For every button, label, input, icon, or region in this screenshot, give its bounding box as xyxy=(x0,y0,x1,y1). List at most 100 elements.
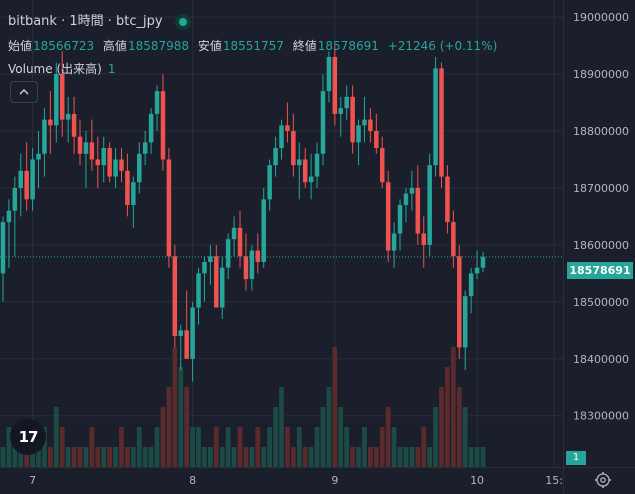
volume-bar xyxy=(172,347,178,467)
candle-body xyxy=(6,210,12,223)
volume-bar xyxy=(36,447,41,467)
volume-bar xyxy=(456,387,462,467)
volume-bar xyxy=(184,387,190,467)
volume-bar xyxy=(285,427,290,467)
volume-bar xyxy=(77,447,83,467)
volume-bar xyxy=(362,427,367,467)
candle-body xyxy=(142,142,148,154)
candle-body xyxy=(468,273,474,297)
candle-body xyxy=(95,159,101,166)
tradingview-logo[interactable]: 17 xyxy=(10,419,46,455)
volume-bar xyxy=(445,367,450,467)
candle-body xyxy=(391,233,397,251)
candle-body xyxy=(172,256,178,337)
candle-body xyxy=(89,142,95,160)
volume-bar xyxy=(320,407,326,467)
candle-body xyxy=(42,119,47,154)
candle-body xyxy=(362,119,367,126)
price-tick-label: 19000000 xyxy=(573,11,629,24)
volume-bar xyxy=(6,427,12,467)
volume-bar xyxy=(71,447,77,467)
open-label: 始値 xyxy=(8,39,33,53)
volume-bar xyxy=(273,407,278,467)
candle-body xyxy=(107,148,112,177)
open-value: 18566723 xyxy=(33,39,95,53)
volume-value: 1 xyxy=(107,62,116,76)
volume-bar xyxy=(42,427,47,467)
volume-legend[interactable]: Volume (出来高) 1 xyxy=(8,60,115,77)
volume-bar xyxy=(462,407,468,467)
candle-body xyxy=(249,250,255,280)
volume-bar xyxy=(290,447,296,467)
volume-bar xyxy=(391,427,397,467)
candle-body xyxy=(279,125,284,149)
volume-bar xyxy=(225,427,231,467)
volume-bar xyxy=(468,447,474,467)
volume-bar xyxy=(433,407,438,467)
volume-bar xyxy=(213,427,219,467)
candle-body xyxy=(368,119,373,131)
volume-bar xyxy=(397,447,403,467)
volume-bar xyxy=(101,447,107,467)
candle-body xyxy=(344,96,349,109)
candle-body xyxy=(18,170,23,188)
candle-body xyxy=(261,199,266,262)
candle-body xyxy=(374,130,379,149)
price-tick-label: 18300000 xyxy=(573,410,629,423)
candle-body xyxy=(379,148,385,183)
volume-bar xyxy=(24,447,30,467)
candle-body xyxy=(326,56,332,92)
candle-body xyxy=(202,261,207,274)
volume-bar xyxy=(379,427,385,467)
price-tick-label: 18500000 xyxy=(573,296,629,309)
symbol-title[interactable]: bitbank · 1時間 · btc_jpy xyxy=(8,14,163,29)
candle-body xyxy=(474,267,480,274)
candle-body xyxy=(30,159,35,200)
volume-bars xyxy=(0,347,486,467)
volume-bar xyxy=(403,447,409,467)
volume-bar xyxy=(332,347,338,467)
time-axis[interactable]: 7 8 9 10 15: xyxy=(29,474,563,487)
volume-badge: 1 xyxy=(566,451,586,465)
candle-body xyxy=(421,233,426,245)
candle-body xyxy=(445,176,450,223)
symbol-legend[interactable]: bitbank · 1時間 · btc_jpy xyxy=(8,10,191,30)
gear-icon[interactable] xyxy=(594,471,612,489)
volume-bar xyxy=(53,407,59,467)
volume-bar xyxy=(326,387,332,467)
volume-bar xyxy=(190,427,195,467)
candle-body xyxy=(267,165,272,200)
volume-bar xyxy=(344,427,350,467)
price-tick-label: 18400000 xyxy=(573,353,629,366)
candle-body xyxy=(137,153,142,183)
candle-body xyxy=(148,113,154,143)
volume-bar xyxy=(0,447,6,467)
candle-body xyxy=(48,119,53,126)
candle-body xyxy=(297,159,302,166)
candle-body xyxy=(314,153,320,177)
candle-body xyxy=(113,159,118,177)
price-tick-label: 18800000 xyxy=(573,125,629,138)
high-label: 高値 xyxy=(102,39,127,53)
time-tick-label: 15: xyxy=(545,474,563,487)
candle-body xyxy=(196,273,201,308)
volume-bar xyxy=(196,427,201,467)
volume-label: Volume (出来高) xyxy=(8,62,102,76)
candle-body xyxy=(24,170,29,200)
candle-body xyxy=(427,165,432,245)
volume-bar xyxy=(439,387,444,467)
volume-bar xyxy=(113,447,118,467)
candle-body xyxy=(219,267,225,308)
collapse-legend-button[interactable] xyxy=(10,81,38,103)
candle-body xyxy=(302,159,308,183)
candle-body xyxy=(237,227,243,257)
current-price-label: 18578691 xyxy=(567,262,633,279)
volume-bar xyxy=(125,447,130,467)
price-axis[interactable]: 19000000 18900000 18800000 18700000 18600000… xyxy=(573,11,629,423)
candle-body xyxy=(397,205,403,234)
volume-bar xyxy=(427,447,433,467)
low-label: 安値 xyxy=(197,39,222,53)
candle-body xyxy=(59,74,65,120)
volume-bar xyxy=(415,447,421,467)
